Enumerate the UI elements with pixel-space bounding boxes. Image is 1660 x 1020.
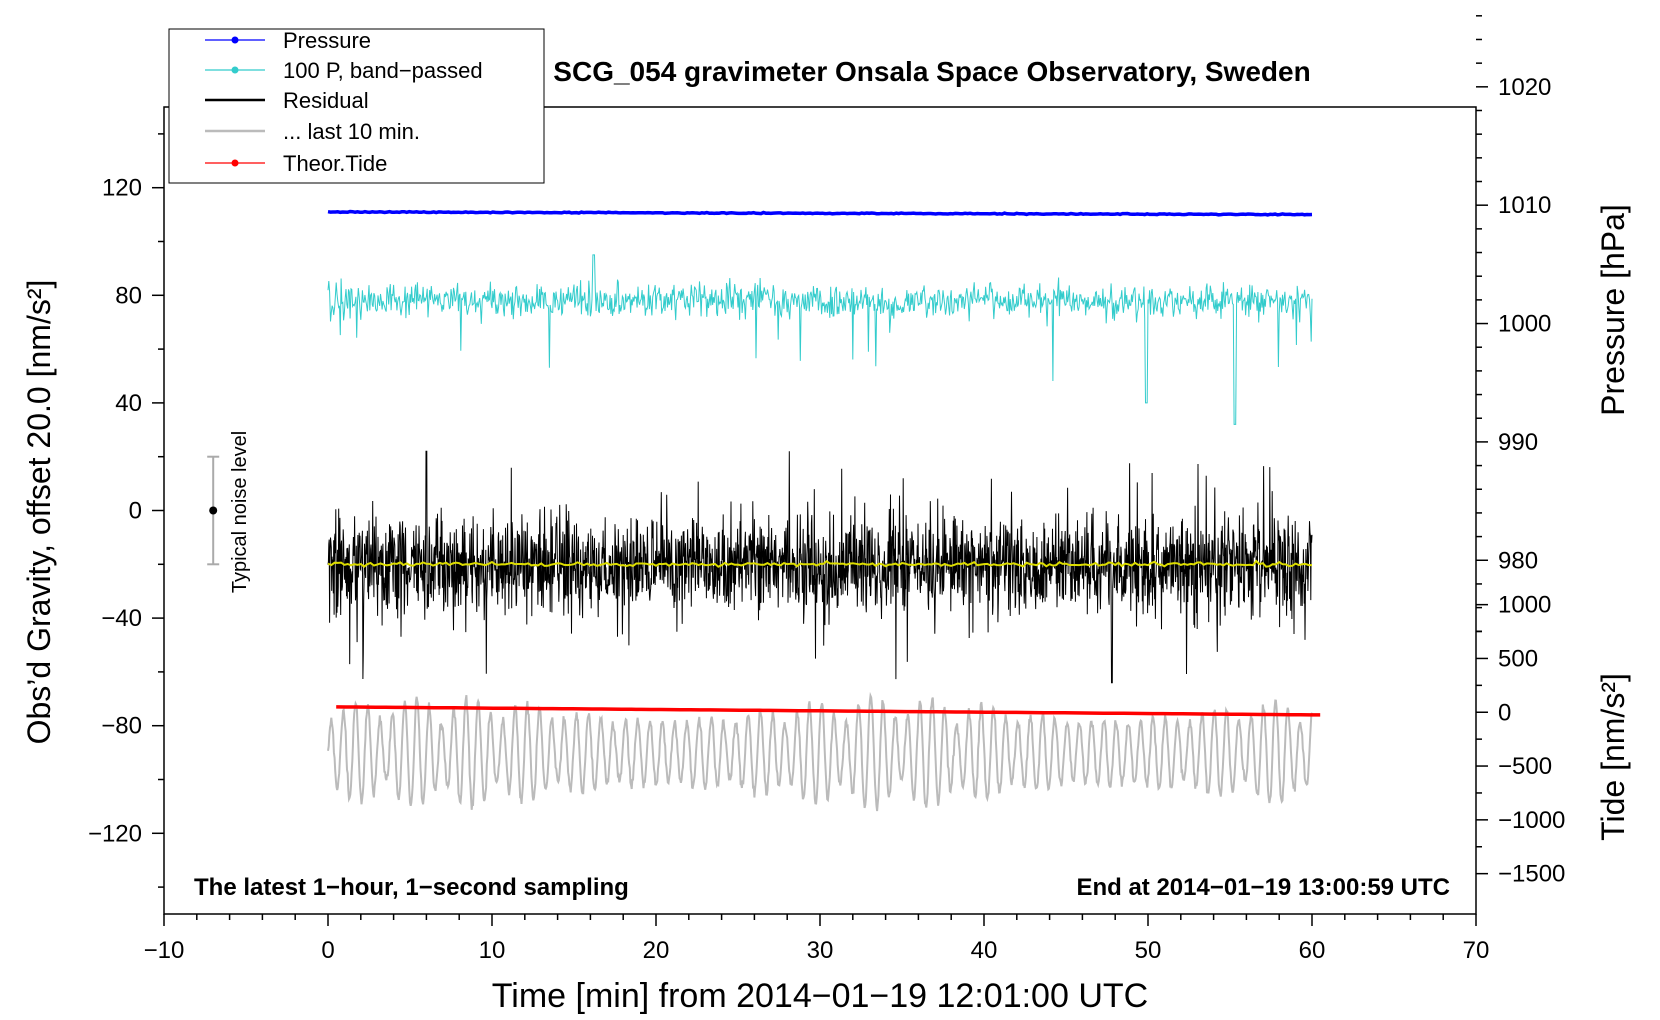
series-theor-tide-line — [336, 705, 1321, 717]
pressure-tick-label: 1020 — [1498, 74, 1551, 101]
legend-label-band-passed: 100 P, band−passed — [283, 58, 483, 83]
legend-marker-band-passed — [231, 66, 239, 74]
series-band-passed-line — [327, 254, 1313, 425]
x-tick-label: 30 — [807, 937, 834, 964]
annotation-bottom-left: The latest 1−hour, 1−second sampling — [194, 874, 629, 901]
tide-tick-label: 500 — [1498, 645, 1538, 672]
noise-level-label: Typical noise level — [229, 431, 251, 593]
series-pressure-line — [327, 209, 1313, 217]
annotation-bottom-right: End at 2014−01−19 13:00:59 UTC — [1076, 874, 1450, 901]
x-tick-label: 50 — [1135, 937, 1162, 964]
data-layer — [327, 209, 1321, 812]
y-tick-label: −120 — [88, 820, 142, 847]
x-tick-label: 20 — [643, 937, 670, 964]
legend-label-residual: Residual — [283, 88, 369, 113]
series-residual-line — [327, 450, 1313, 684]
x-axis-ticks: −10 0 10 20 30 40 50 60 70 — [144, 914, 1490, 964]
noise-level-bar — [207, 455, 220, 566]
x-tick-label: 0 — [321, 937, 334, 964]
y-tick-label: −80 — [101, 713, 142, 740]
tide-tick-label: 0 — [1498, 699, 1511, 726]
legend: Pressure 100 P, band−passed Residual ...… — [168, 28, 545, 184]
x-tick-label: −10 — [144, 937, 185, 964]
tide-tick-label: −1500 — [1498, 861, 1565, 888]
legend-box — [168, 28, 545, 184]
y-axis-label: Obs’d Gravity, offset 20.0 [nm/s²] — [21, 280, 57, 745]
legend-label-theor-tide: Theor.Tide — [283, 151, 387, 176]
tide-axis-ticks: 1000 500 0 −500 −1000 −1500 — [1476, 592, 1565, 888]
x-tick-label: 70 — [1463, 937, 1490, 964]
pressure-tick-label: 1010 — [1498, 192, 1551, 219]
y-tick-label: −40 — [101, 605, 142, 632]
legend-label-pressure: Pressure — [283, 28, 371, 53]
chart-title: SCG_054 gravimeter Onsala Space Observat… — [553, 56, 1310, 87]
y-tick-label: 120 — [102, 175, 142, 202]
pressure-axis-ticks: 1030102010101000990980 — [1476, 15, 1551, 633]
legend-marker-pressure — [231, 36, 239, 44]
x-tick-label: 40 — [971, 937, 998, 964]
x-tick-label: 10 — [479, 937, 506, 964]
tide-tick-label: −1000 — [1498, 807, 1565, 834]
y-tick-label: 80 — [115, 282, 142, 309]
pressure-axis-label: Pressure [hPa] — [1595, 204, 1631, 416]
tide-tick-label: −500 — [1498, 753, 1552, 780]
pressure-tick-label: 980 — [1498, 547, 1538, 574]
pressure-tick-label: 990 — [1498, 429, 1538, 456]
x-axis-label: Time [min] from 2014−01−19 12:01:00 UTC — [492, 977, 1148, 1015]
y-axis-ticks: 120 80 40 0 −40 −80 −120 — [88, 133, 164, 888]
legend-marker-theor-tide — [231, 159, 239, 167]
x-tick-label: 60 — [1299, 937, 1326, 964]
noise-bar-center — [209, 506, 218, 515]
tide-tick-label: 1000 — [1498, 592, 1551, 619]
tide-axis-label: Tide [nm/s²] — [1595, 673, 1631, 841]
y-tick-label: 40 — [115, 390, 142, 417]
series-last-10-min-line — [327, 691, 1313, 812]
y-tick-label: 0 — [129, 498, 142, 525]
legend-label-last-10-min: ... last 10 min. — [283, 119, 420, 144]
series-residual-smoothed-line — [327, 559, 1312, 568]
pressure-tick-label: 1000 — [1498, 311, 1551, 338]
